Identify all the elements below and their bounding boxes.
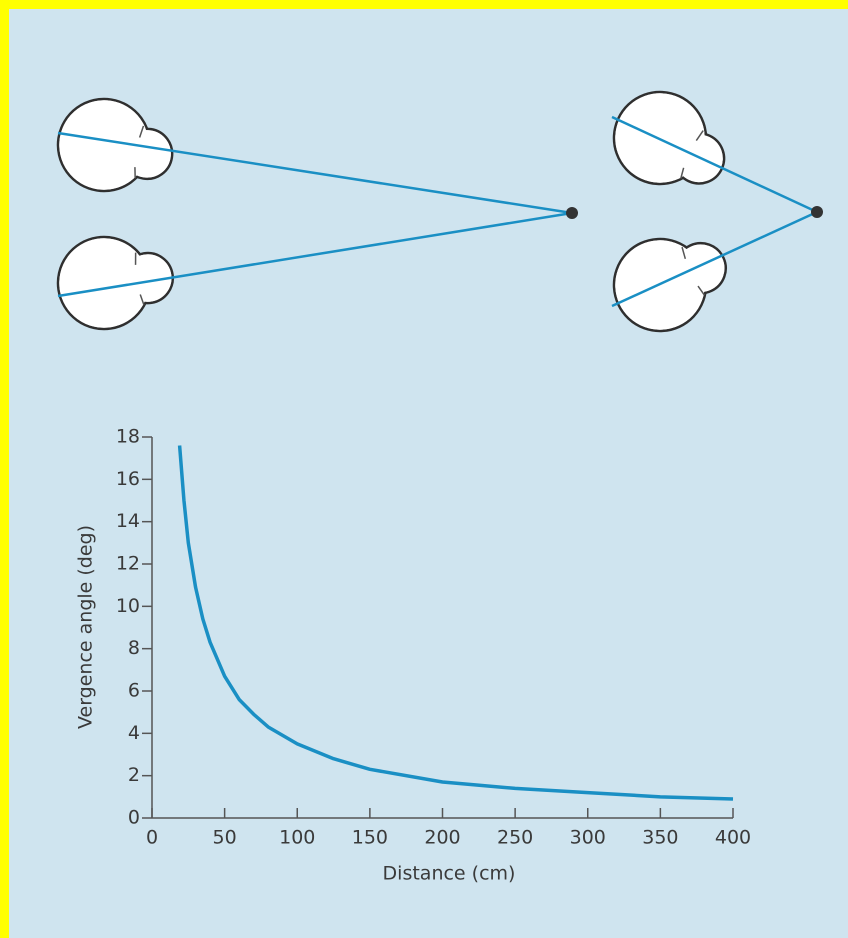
y-tick-label: 16 <box>116 468 140 490</box>
line-of-sight <box>611 115 818 214</box>
y-tick-label: 18 <box>116 426 140 448</box>
line-of-sight <box>611 210 818 308</box>
x-tick-label: 250 <box>497 827 533 849</box>
y-axis-label: Vergence angle (deg) <box>75 525 97 729</box>
y-tick-label: 2 <box>128 764 140 786</box>
line-of-sight <box>57 211 573 298</box>
y-tick-label: 8 <box>128 637 140 659</box>
x-tick-label: 400 <box>715 827 751 849</box>
x-tick-label: 350 <box>642 827 678 849</box>
target <box>811 206 823 218</box>
eye-diagram <box>50 75 823 348</box>
x-tick-label: 200 <box>424 827 460 849</box>
plot: Distance (cm) Vergence angle (deg) 0 2 4 6 8… <box>75 426 752 885</box>
x-tick-label: 150 <box>352 827 388 849</box>
line-of-sight <box>57 131 573 215</box>
y-tick-label: 6 <box>128 680 140 702</box>
y-tick-label: 0 <box>128 807 140 829</box>
target <box>566 207 578 219</box>
y-tick-label: 12 <box>116 553 140 575</box>
x-tick-label: 300 <box>570 827 606 849</box>
y-tick-label: 14 <box>116 510 140 532</box>
x-tick-label: 0 <box>146 827 158 849</box>
x-axis-label: Distance (cm) <box>383 863 516 885</box>
y-tick-label: 10 <box>116 595 140 617</box>
y-tick-label: 4 <box>128 722 140 744</box>
data-line <box>177 445 734 801</box>
x-tick-label: 50 <box>213 827 237 849</box>
x-tick-label: 100 <box>279 827 315 849</box>
